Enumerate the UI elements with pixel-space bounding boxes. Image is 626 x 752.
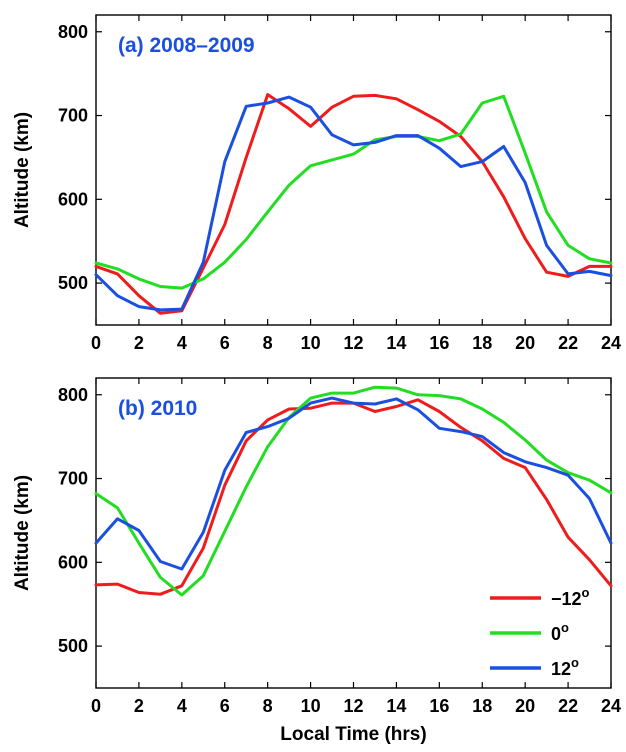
x-tick-label: 14 [386,696,406,716]
y-tick-label: 700 [58,106,88,126]
legend-label: −12o [551,585,590,609]
x-tick-label: 4 [177,696,187,716]
legend-label: 0o [551,620,569,644]
series-line-2 [94,396,613,571]
y-tick-label: 800 [58,22,88,42]
x-tick-label: 12 [343,333,363,353]
plot-frame [95,14,612,326]
plot-frame [95,377,612,689]
y-tick-label: 600 [58,189,88,209]
x-tick-label: 2 [134,333,144,353]
x-tick-label: 4 [177,333,187,353]
panel-b: 0 2 4 6 8 10 12 14 16 18 20 22 24500600700800Altitud… [12,377,621,745]
series-line-2 [94,95,613,312]
x-tick-label: 12 [343,696,363,716]
series-line-0 [94,93,613,315]
x-tick-label: 16 [429,333,449,353]
x-axis-title: Local Time (hrs) [280,724,426,745]
panel-title: (b) 2010 [118,397,197,420]
x-tick-label: 10 [301,333,321,353]
x-tick-label: 0 [91,696,101,716]
x-tick-label: 18 [472,333,492,353]
legend-label: 12o [551,655,579,679]
y-tick-label: 600 [58,552,88,572]
x-tick-label: 14 [386,333,406,353]
y-axis-title: Altitude (km) [12,475,33,591]
y-tick-label: 700 [58,469,88,489]
x-tick-label: 24 [601,696,621,716]
x-tick-label: 2 [134,696,144,716]
series-line-1 [94,385,613,597]
legend: −12o 0o 12o [490,585,590,679]
panel-title: (a) 2008–2009 [118,34,255,57]
x-tick-label: 22 [558,696,578,716]
x-tick-label: 6 [220,696,230,716]
x-tick-label: 0 [91,333,101,353]
y-axis-title: Altitude (km) [12,112,33,228]
x-tick-label: 8 [263,696,273,716]
panel-a: 0 2 4 6 8 10 12 14 16 18 20 22 24500600700800Altitud… [12,14,621,353]
y-tick-label: 800 [58,385,88,405]
series-line-1 [94,94,613,290]
x-tick-label: 6 [220,333,230,353]
x-tick-label: 18 [472,696,492,716]
x-tick-label: 16 [429,696,449,716]
x-tick-label: 20 [515,696,535,716]
x-tick-label: 24 [601,333,621,353]
y-tick-label: 500 [58,636,88,656]
x-tick-label: 10 [301,696,321,716]
x-tick-label: 8 [263,333,273,353]
y-tick-label: 500 [58,273,88,293]
x-tick-label: 22 [558,333,578,353]
x-tick-label: 20 [515,333,535,353]
